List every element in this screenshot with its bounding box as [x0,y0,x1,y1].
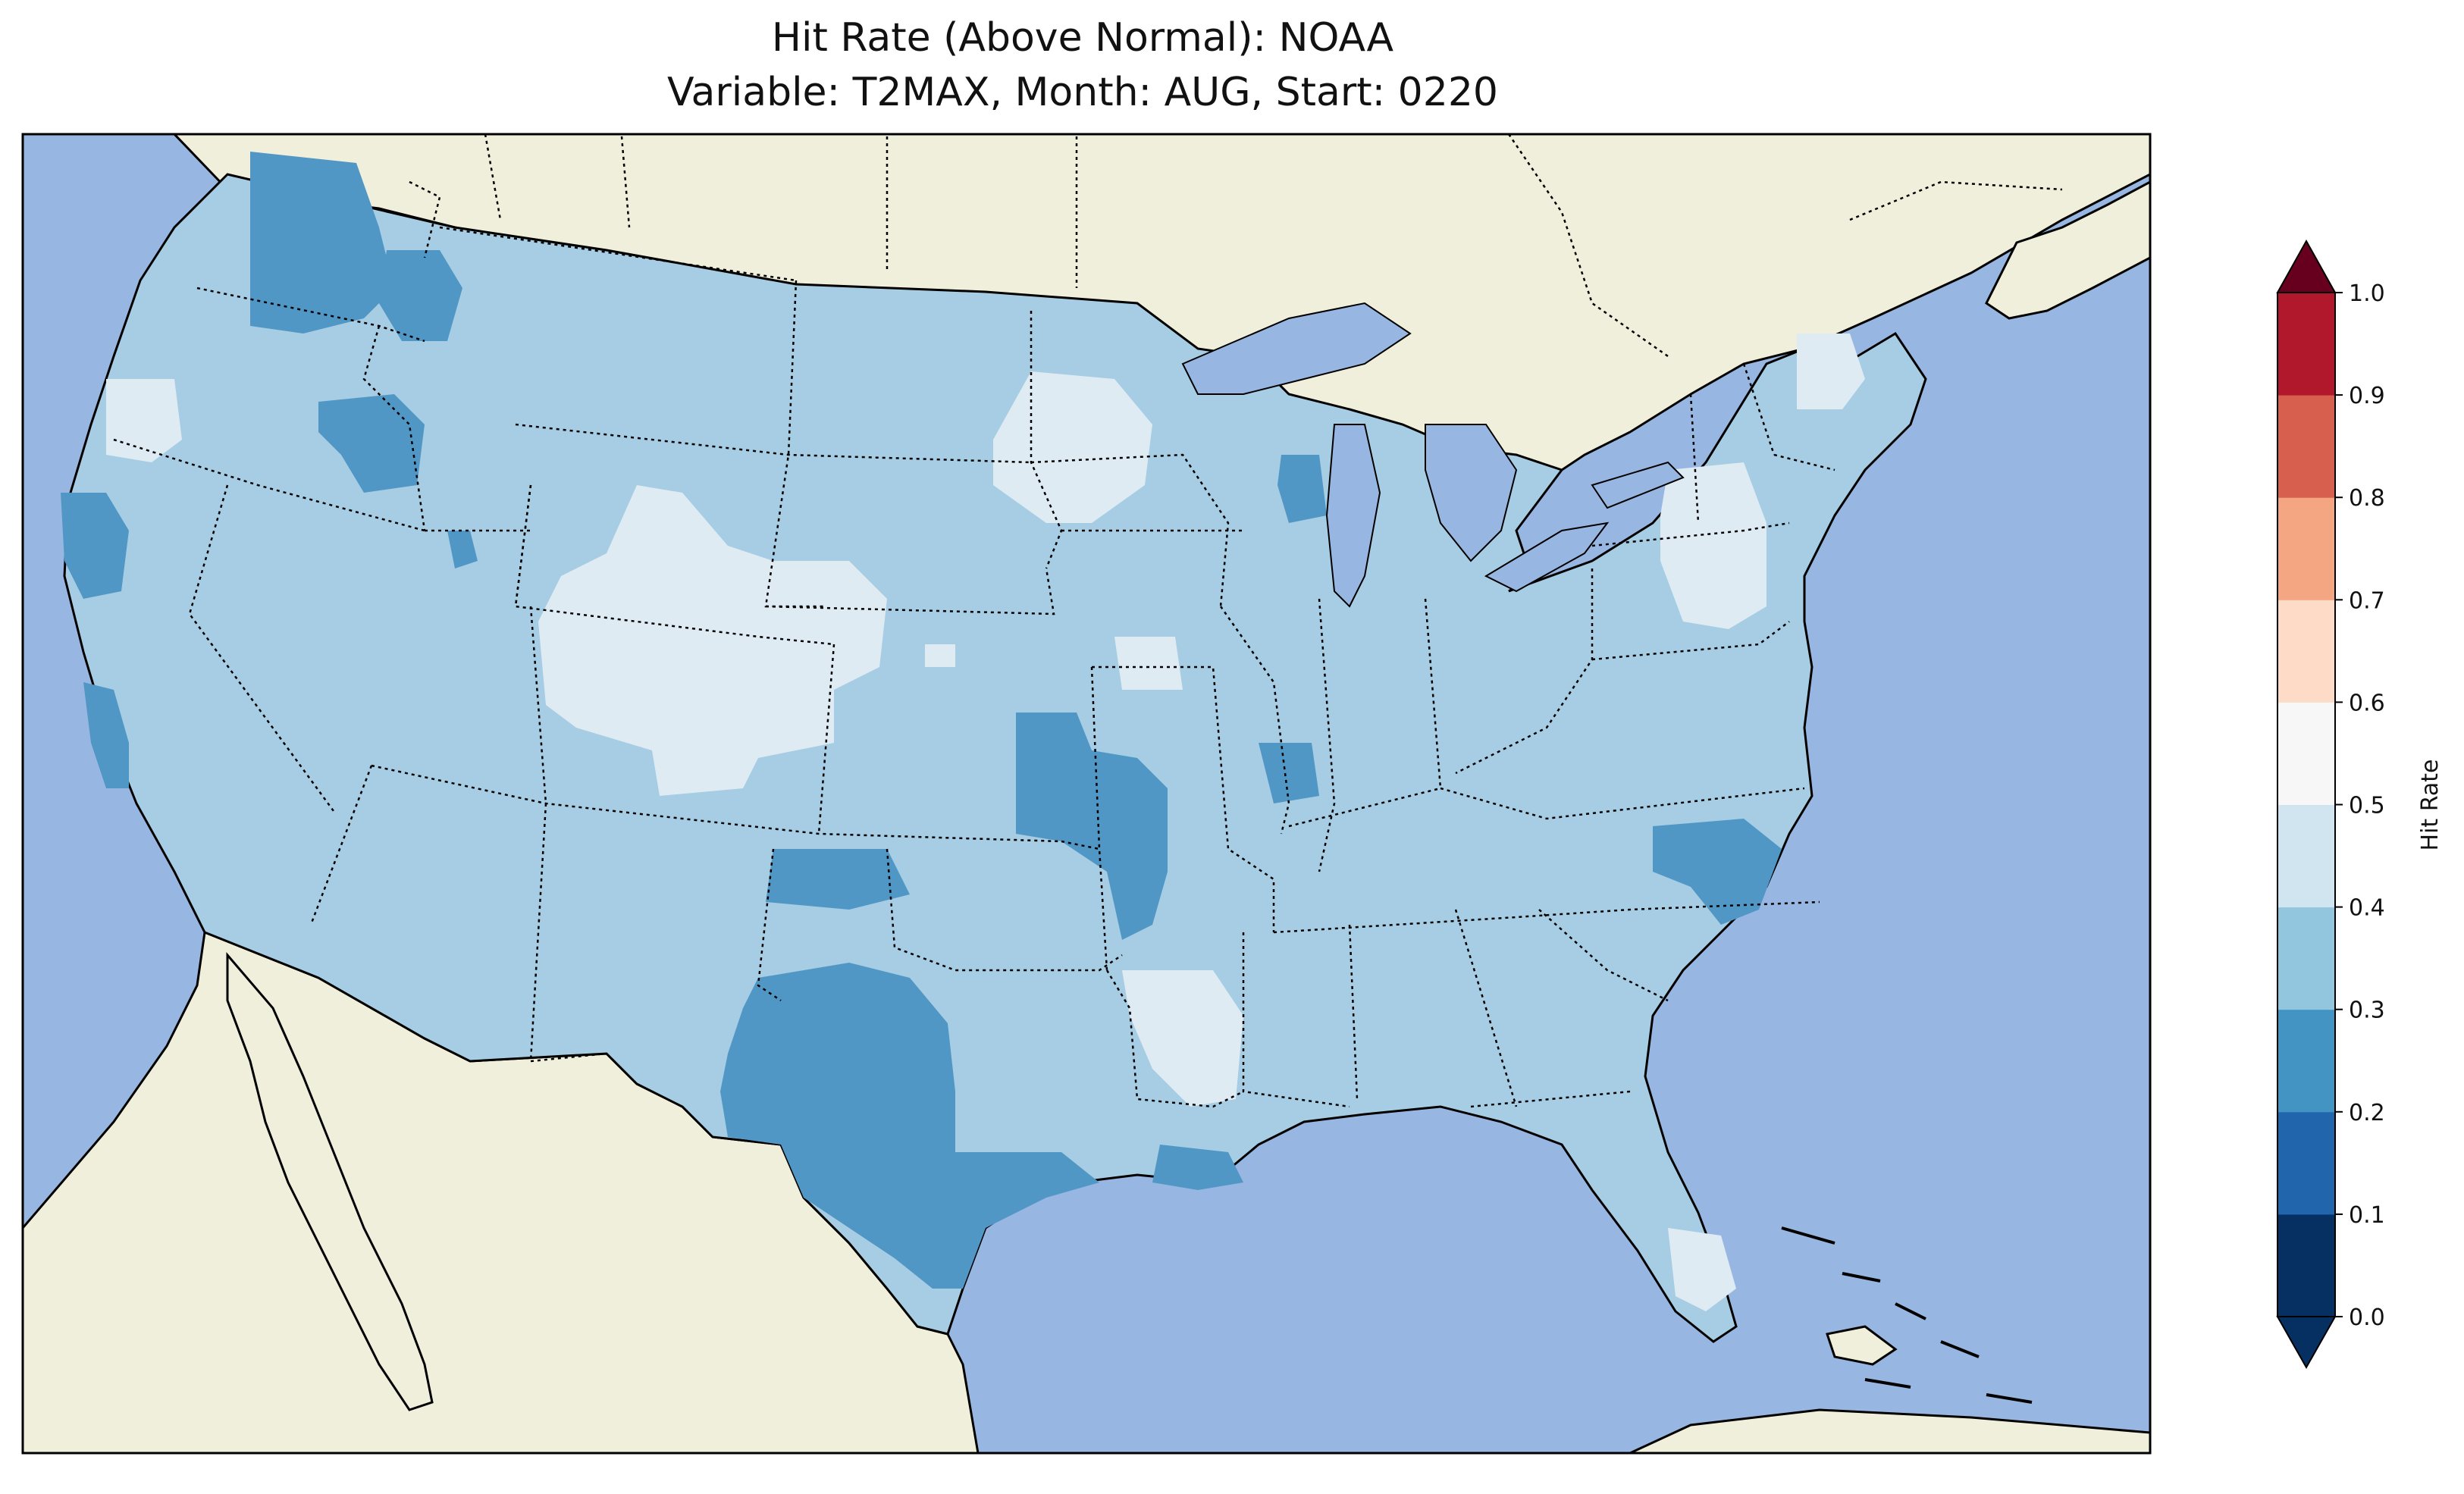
colorbar-tick-label: 0.3 [2349,998,2385,1024]
colorbar-tick-label: 1.0 [2349,280,2385,307]
colorbar-tick-label: 0.1 [2349,1202,2385,1229]
colorbar-tick-label: 0.7 [2349,587,2385,614]
colorbar-tick-label: 0.4 [2349,895,2385,922]
colorbar-bin-3 [2277,907,2335,1010]
colorbar-bin-2 [2277,1009,2335,1113]
bahamas-islands [1781,1226,2086,1434]
state-boundaries [113,136,1835,1108]
colorbar-bin-6 [2277,600,2335,703]
colorbar-bin-5 [2277,702,2335,805]
colorbar-label: Hit Rate [2417,760,2444,851]
colorbar-tick-label: 0.9 [2349,383,2385,409]
lake-superior [1181,302,1412,395]
colorbar-bin-0 [2277,1214,2335,1317]
colorbar-bin-1 [2277,1111,2335,1215]
baja-peninsula [226,951,434,1411]
hit-rate-0.2-0.3-regions [61,152,1782,1289]
great-salt-lake [447,531,478,568]
hit-rate-0.4-0.5-regions [106,334,1865,1311]
map-subtitle: Variable: T2MAX, Month: AUG, Start: 0220 [667,70,1498,115]
colorbar-tick-label: 0.2 [2349,1100,2385,1126]
colorbar-tick-label: 0.5 [2349,793,2385,819]
province-boundaries [484,133,2063,358]
colorbar-tick-label: 0.0 [2349,1305,2385,1331]
great-lakes [1181,302,1685,608]
map-frame [21,133,2152,1455]
colorbar-under-arrow [2276,1316,2337,1370]
map-panel [21,133,2152,1455]
colorbar-tick-label: 0.6 [2349,690,2385,716]
colorbar-bin-7 [2277,497,2335,600]
lake-ontario [1591,461,1685,509]
lake-erie [1484,521,1610,593]
lake-michigan [1325,424,1381,608]
maritimes-landmass [1985,180,2152,320]
colorbar-tick-label: 0.8 [2349,485,2385,512]
colorbar-bin-4 [2277,804,2335,908]
map-title: Hit Rate (Above Normal): NOAA [771,15,1394,61]
colorbar: 0.0 0.1 0.2 0.3 0.4 0.5 0.6 0.7 0.8 0.9 1.0 Hit Ra… [2276,239,2444,1370]
colorbar-bin-8 [2277,395,2335,498]
lake-huron [1425,424,1518,562]
cuba-island [1826,1325,1898,1366]
colorbar-over-arrow [2276,239,2337,293]
colorbar-bin-9 [2277,293,2335,396]
